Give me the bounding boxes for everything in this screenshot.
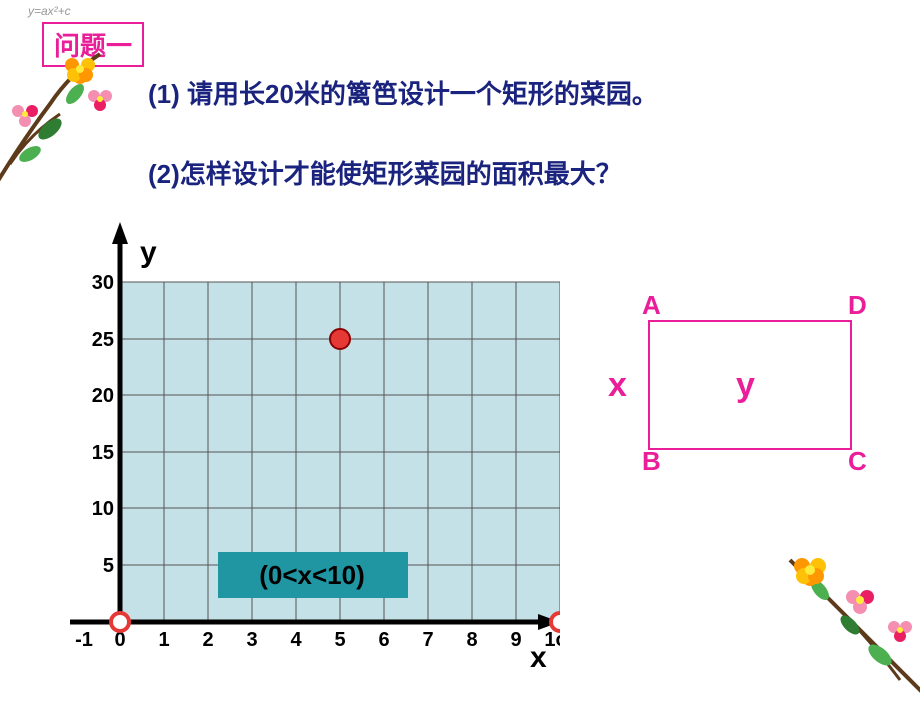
svg-text:2: 2 [202, 629, 213, 651]
svg-text:5: 5 [103, 555, 114, 577]
question-1: (1) 请用长20米的篱笆设计一个矩形的菜园。 [148, 74, 658, 111]
y-ticks: 5 10 15 20 25 30 [92, 272, 114, 577]
open-point-left [111, 613, 129, 631]
vertex-A: A [642, 290, 661, 321]
svg-text:1: 1 [158, 629, 169, 651]
vertex-C: C [848, 446, 867, 477]
constraint-label: (0<x<10) [259, 560, 365, 590]
side-y-label: y [736, 366, 755, 405]
svg-text:7: 7 [422, 629, 433, 651]
open-point-right [551, 613, 560, 631]
svg-text:15: 15 [92, 442, 114, 464]
svg-text:3: 3 [246, 629, 257, 651]
title-text: 问题一 [54, 31, 132, 61]
side-x-label: x [608, 366, 627, 405]
rectangle-diagram: A D B C x y [628, 302, 876, 472]
title-box: 问题一 [42, 22, 144, 67]
svg-text:20: 20 [92, 385, 114, 407]
svg-text:10: 10 [92, 498, 114, 520]
watermark: y=ax²+c [28, 4, 71, 18]
y-axis-label: y [140, 236, 157, 269]
vertex-point [330, 329, 350, 349]
flower-decoration-top-left [0, 44, 140, 204]
svg-text:30: 30 [92, 272, 114, 294]
svg-text:6: 6 [378, 629, 389, 651]
coordinate-chart: y x 5 10 15 20 25 30 -1 0 1 2 3 4 5 6 7 … [40, 222, 560, 682]
flower-decoration-bottom-right [760, 530, 920, 710]
svg-text:8: 8 [466, 629, 477, 651]
svg-text:-1: -1 [75, 629, 93, 651]
question-2: (2)怎样设计才能使矩形菜园的面积最大？ [148, 154, 622, 191]
x-ticks: -1 0 1 2 3 4 5 6 7 8 9 1o [75, 629, 560, 651]
svg-text:4: 4 [290, 629, 302, 651]
svg-text:9: 9 [510, 629, 521, 651]
vertex-D: D [848, 290, 867, 321]
vertex-B: B [642, 446, 661, 477]
svg-text:25: 25 [92, 329, 114, 351]
svg-text:5: 5 [334, 629, 345, 651]
